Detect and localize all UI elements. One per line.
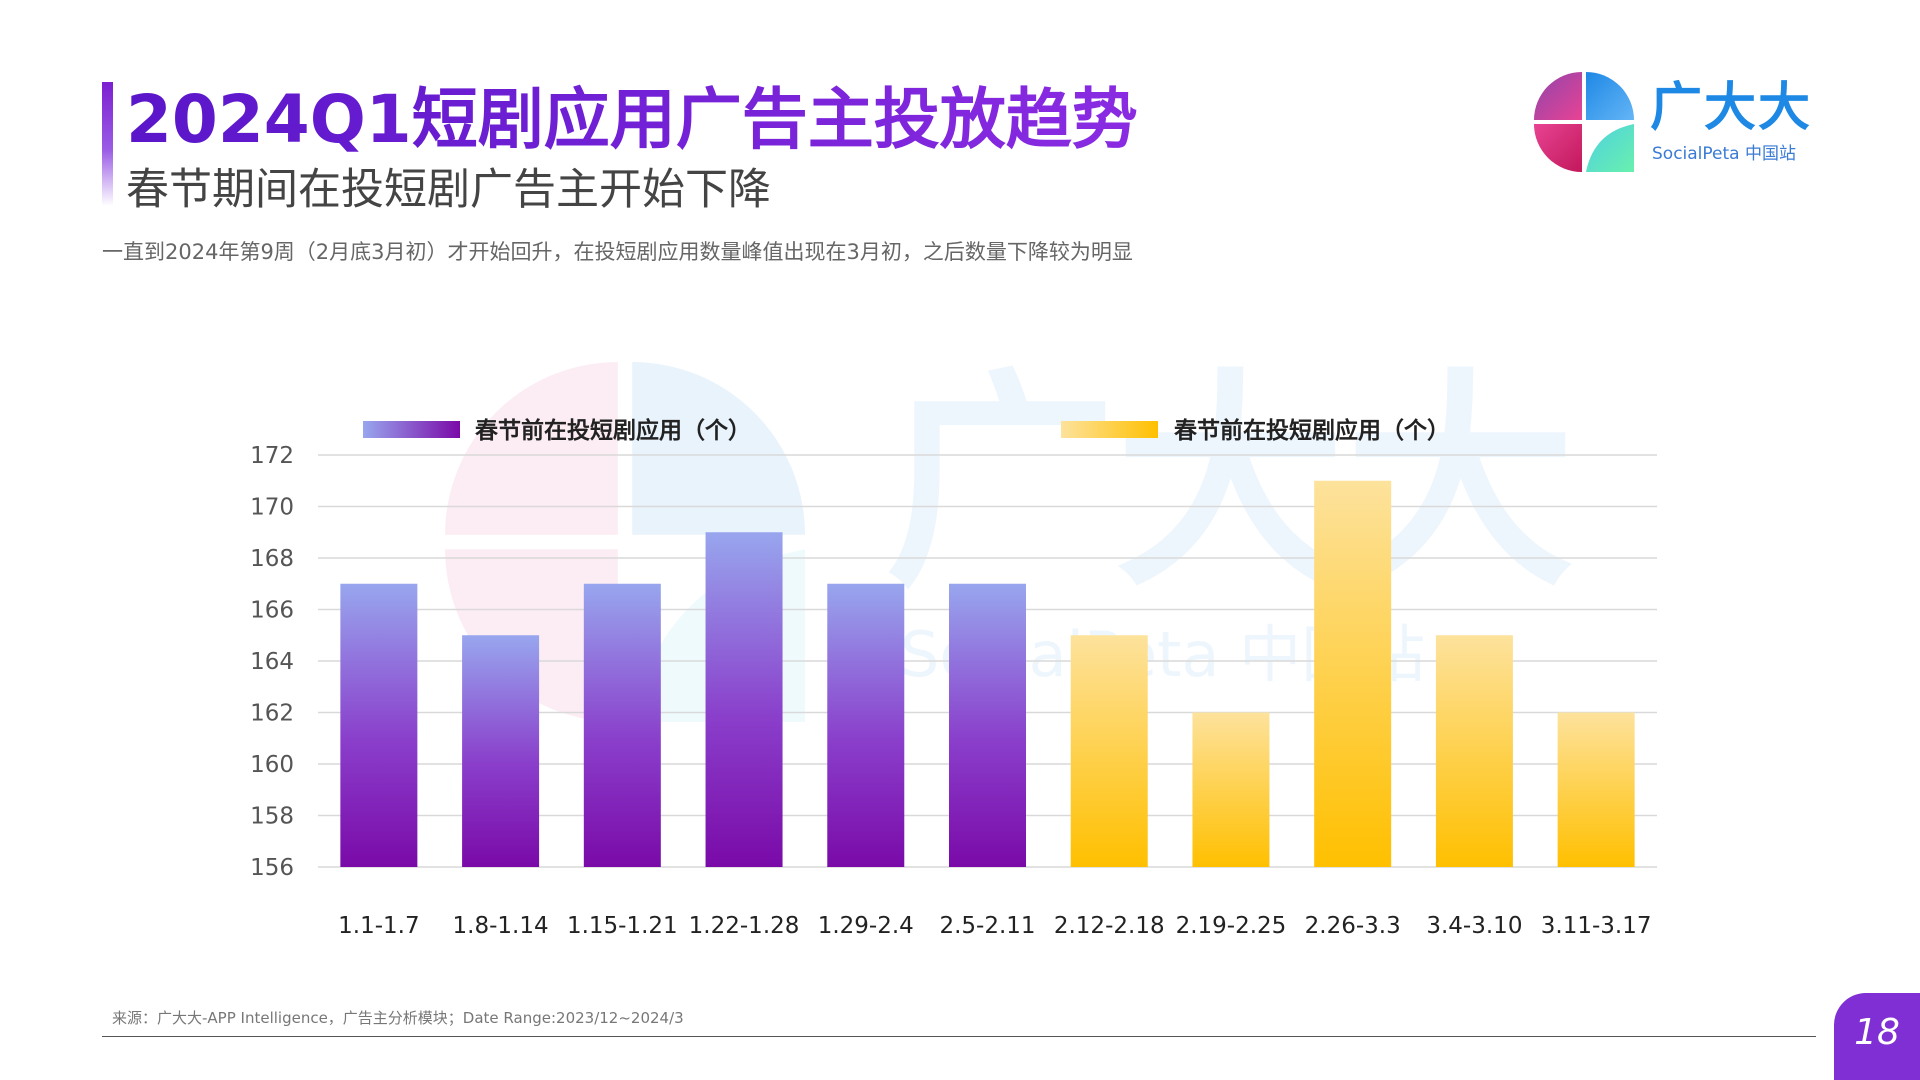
legend-label-series-2: 春节前在投短剧应用（个） xyxy=(1173,417,1450,444)
bar-2.12-2.18 xyxy=(1070,635,1148,867)
logo-icon xyxy=(1534,72,1634,172)
bar-1.8-1.14 xyxy=(462,635,540,867)
y-tick-label: 168 xyxy=(250,546,294,572)
y-tick-label: 162 xyxy=(250,701,294,727)
x-category-label: 1.8-1.14 xyxy=(453,913,549,939)
y-tick-label: 170 xyxy=(250,495,294,521)
page-number: 18 xyxy=(1854,1012,1900,1053)
legend-swatch-series-1 xyxy=(363,421,460,438)
bar-2.26-3.3 xyxy=(1314,480,1392,867)
page-description: 一直到2024年第9周（2月底3月初）才开始回升，在投短剧应用数量峰值出现在3月… xyxy=(102,240,1133,264)
y-tick-label: 164 xyxy=(250,649,294,675)
y-tick-label: 160 xyxy=(250,752,294,778)
legend-swatch-series-2 xyxy=(1061,421,1158,438)
x-category-label: 3.4-3.10 xyxy=(1426,913,1522,939)
bar-1.1-1.7 xyxy=(340,583,418,867)
bar-2.5-2.11 xyxy=(949,583,1026,867)
x-category-label: 3.11-3.17 xyxy=(1541,913,1652,939)
legend-label-series-1: 春节前在投短剧应用（个） xyxy=(474,417,751,444)
page-number-badge: 18 xyxy=(1834,993,1920,1080)
y-tick-label: 166 xyxy=(250,598,294,624)
bar-3.4-3.10 xyxy=(1435,635,1513,867)
bar-1.29-2.4 xyxy=(827,583,905,867)
x-category-label: 2.19-2.25 xyxy=(1176,913,1287,939)
x-category-label: 1.22-1.28 xyxy=(689,913,800,939)
page-subtitle: 春节期间在投短剧广告主开始下降 xyxy=(126,165,771,215)
bar-3.11-3.17 xyxy=(1557,712,1635,867)
footer-divider xyxy=(102,1036,1816,1037)
y-tick-label: 156 xyxy=(250,855,294,881)
x-category-label: 1.29-2.4 xyxy=(818,913,914,939)
y-tick-label: 172 xyxy=(250,443,294,469)
source-note: 来源：广大大-APP Intelligence，广告主分析模块；Date Ran… xyxy=(112,1009,684,1027)
bar-1.22-1.28 xyxy=(705,532,783,867)
x-category-label: 2.26-3.3 xyxy=(1305,913,1401,939)
title-accent-bar xyxy=(102,82,113,206)
x-category-label: 2.12-2.18 xyxy=(1054,913,1165,939)
x-category-label: 1.1-1.7 xyxy=(338,913,419,939)
x-category-label: 2.5-2.11 xyxy=(939,913,1035,939)
bar-2.19-2.25 xyxy=(1192,712,1270,867)
x-category-label: 1.15-1.21 xyxy=(567,913,678,939)
page-title: 2024Q1短剧应用广告主投放趋势 xyxy=(126,78,1138,162)
watermark-text: 广大大 xyxy=(885,351,1576,618)
logo-subtitle: SocialPeta 中国站 xyxy=(1652,144,1796,164)
bar-1.15-1.21 xyxy=(583,583,661,867)
y-tick-label: 158 xyxy=(250,804,294,830)
logo-name: 广大大 xyxy=(1650,78,1813,138)
